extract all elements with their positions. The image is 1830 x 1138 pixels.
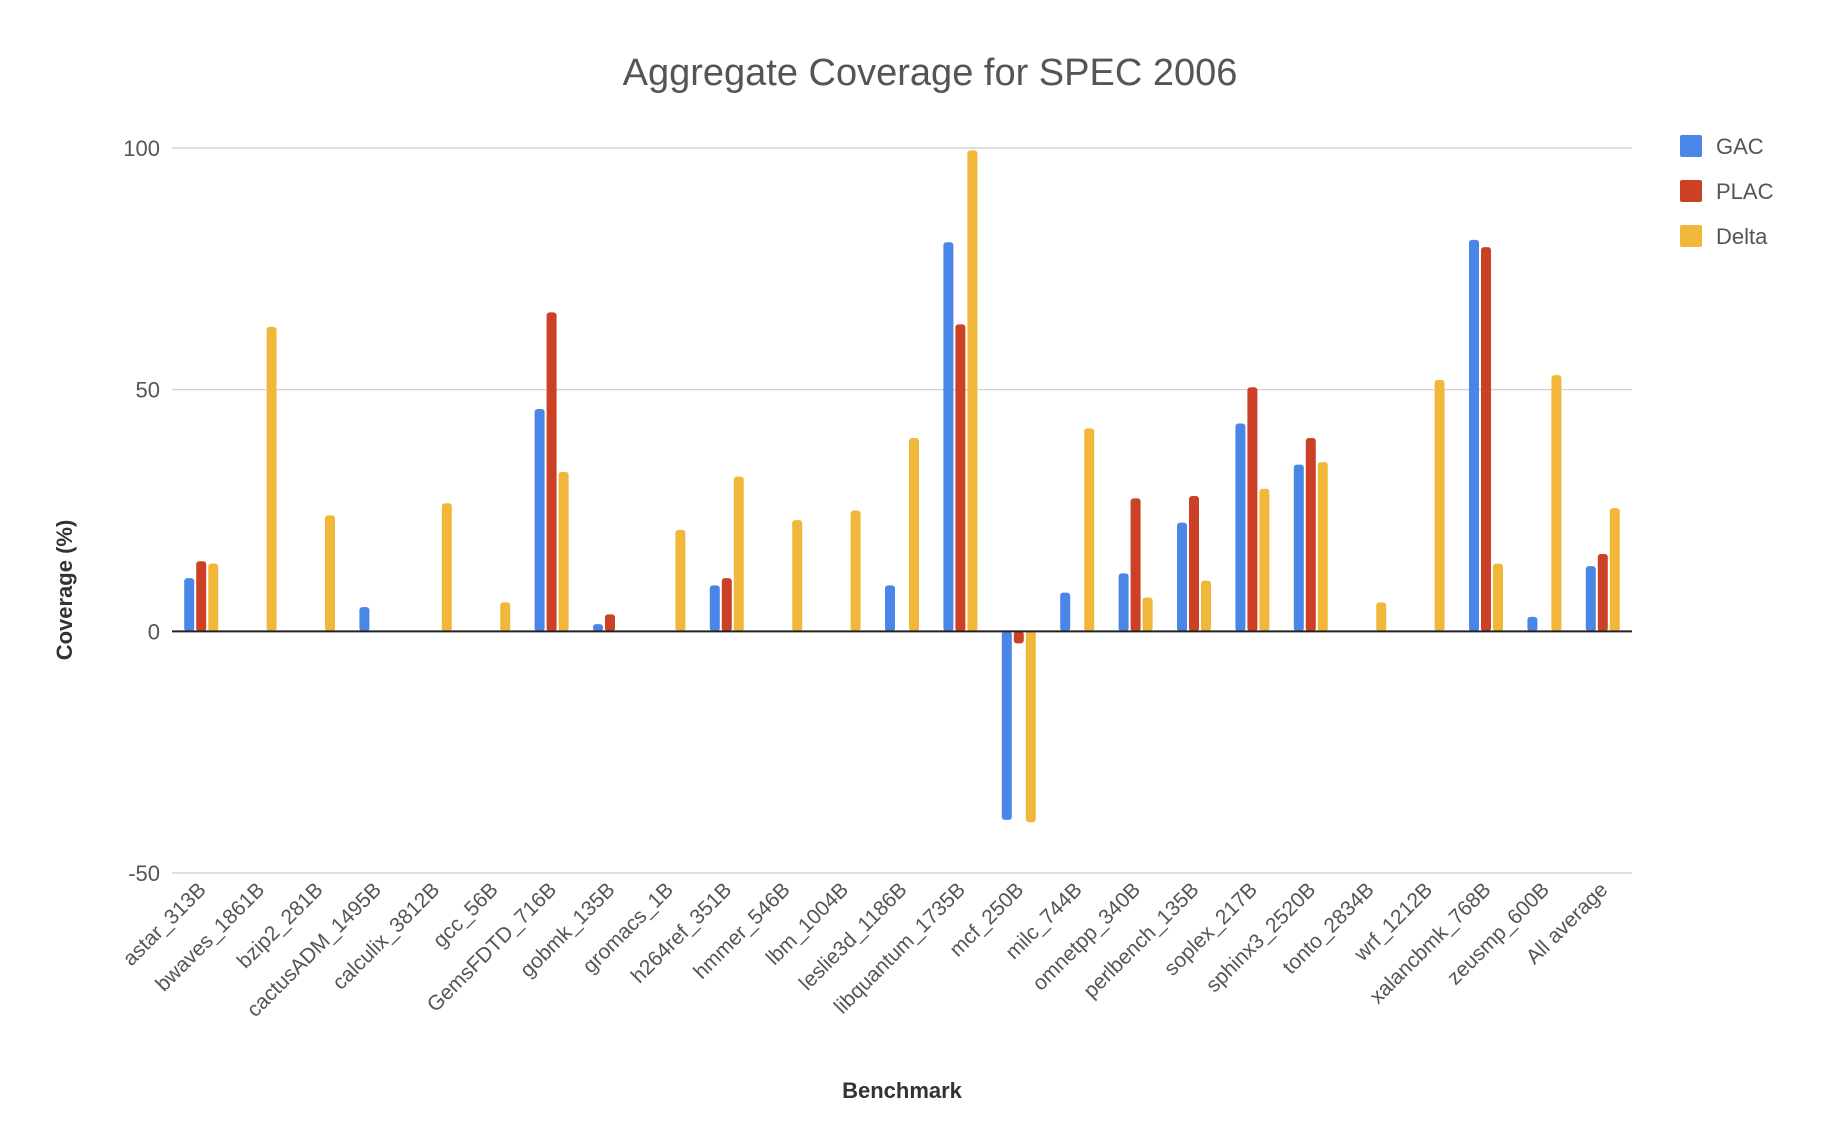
bar-gac[interactable]: [534, 409, 545, 632]
bar-plac[interactable]: [546, 312, 557, 632]
legend-swatch-delta: [1680, 225, 1702, 247]
axis-labels: -50050100astar_313Bbwaves_1861Bbzip2_281…: [119, 136, 1613, 1022]
bar-delta[interactable]: [909, 438, 919, 632]
bar-plac[interactable]: [1013, 631, 1024, 644]
bar-delta[interactable]: [208, 563, 219, 632]
legend-label-gac: GAC: [1716, 134, 1764, 159]
legend-label-plac: PLAC: [1716, 179, 1774, 204]
legend-swatch-plac: [1680, 180, 1702, 202]
bar-delta[interactable]: [558, 471, 569, 632]
bar-delta[interactable]: [1376, 602, 1387, 632]
bar-plac[interactable]: [1189, 496, 1199, 632]
bar-delta[interactable]: [967, 150, 978, 632]
bar-delta[interactable]: [266, 326, 277, 632]
bar-delta[interactable]: [325, 515, 335, 632]
bar-gac[interactable]: [943, 242, 954, 632]
bar-plac[interactable]: [1597, 554, 1608, 632]
legend-label-delta: Delta: [1716, 224, 1768, 249]
x-tick-label: h264ref_351B: [627, 878, 737, 988]
bar-plac[interactable]: [1247, 387, 1258, 632]
chart-title: Aggregate Coverage for SPEC 2006: [623, 52, 1238, 94]
bar-delta[interactable]: [1259, 488, 1270, 632]
bar-gac[interactable]: [1118, 573, 1129, 632]
bar-delta[interactable]: [1025, 631, 1036, 823]
bar-gac[interactable]: [1527, 616, 1538, 632]
bar-gac[interactable]: [1235, 423, 1246, 632]
x-tick-label: calculix_3812B: [328, 878, 444, 994]
bar-plac[interactable]: [1305, 438, 1316, 632]
x-tick-label: zeusmp_600B: [1443, 878, 1554, 989]
bar-delta[interactable]: [1084, 428, 1095, 632]
bar-plac[interactable]: [605, 614, 615, 632]
y-tick-label: -50: [128, 861, 160, 886]
bar-gac[interactable]: [184, 578, 195, 632]
bar-gac[interactable]: [1585, 566, 1596, 632]
y-tick-label: 0: [148, 619, 160, 644]
bar-gac[interactable]: [1293, 464, 1304, 632]
bar-delta[interactable]: [675, 529, 686, 632]
grid-lines: [172, 147, 1632, 874]
bar-delta[interactable]: [1609, 508, 1620, 632]
bar-delta[interactable]: [792, 520, 803, 632]
bar-gac[interactable]: [359, 607, 370, 632]
bar-gac[interactable]: [885, 585, 895, 632]
bar-delta[interactable]: [1434, 380, 1445, 632]
bar-plac[interactable]: [955, 324, 966, 632]
bar-delta[interactable]: [441, 503, 452, 632]
bar-gac[interactable]: [709, 585, 720, 632]
bar-delta[interactable]: [1551, 375, 1562, 632]
x-axis-title: Benchmark: [842, 1078, 963, 1103]
y-tick-label: 100: [123, 136, 160, 161]
y-tick-label: 50: [136, 378, 160, 403]
bars: [184, 150, 1620, 823]
bar-delta[interactable]: [1493, 563, 1503, 632]
bar-delta[interactable]: [850, 510, 861, 632]
bar-gac[interactable]: [1060, 592, 1071, 632]
bar-delta[interactable]: [1317, 462, 1328, 632]
bar-plac[interactable]: [721, 578, 732, 632]
bar-gac[interactable]: [593, 624, 603, 632]
bar-gac[interactable]: [1001, 631, 1012, 820]
legend: GAC PLAC Delta: [1680, 134, 1774, 249]
bar-delta[interactable]: [1201, 580, 1211, 632]
bar-plac[interactable]: [1481, 247, 1491, 632]
bar-delta[interactable]: [1142, 597, 1153, 632]
bar-plac[interactable]: [196, 561, 207, 632]
bar-plac[interactable]: [1130, 498, 1141, 632]
bar-gac[interactable]: [1177, 522, 1187, 632]
legend-swatch-gac: [1680, 135, 1702, 157]
bar-gac[interactable]: [1469, 239, 1479, 632]
bar-delta[interactable]: [500, 602, 511, 632]
bar-delta[interactable]: [733, 476, 744, 632]
y-axis-title: Coverage (%): [52, 520, 77, 661]
